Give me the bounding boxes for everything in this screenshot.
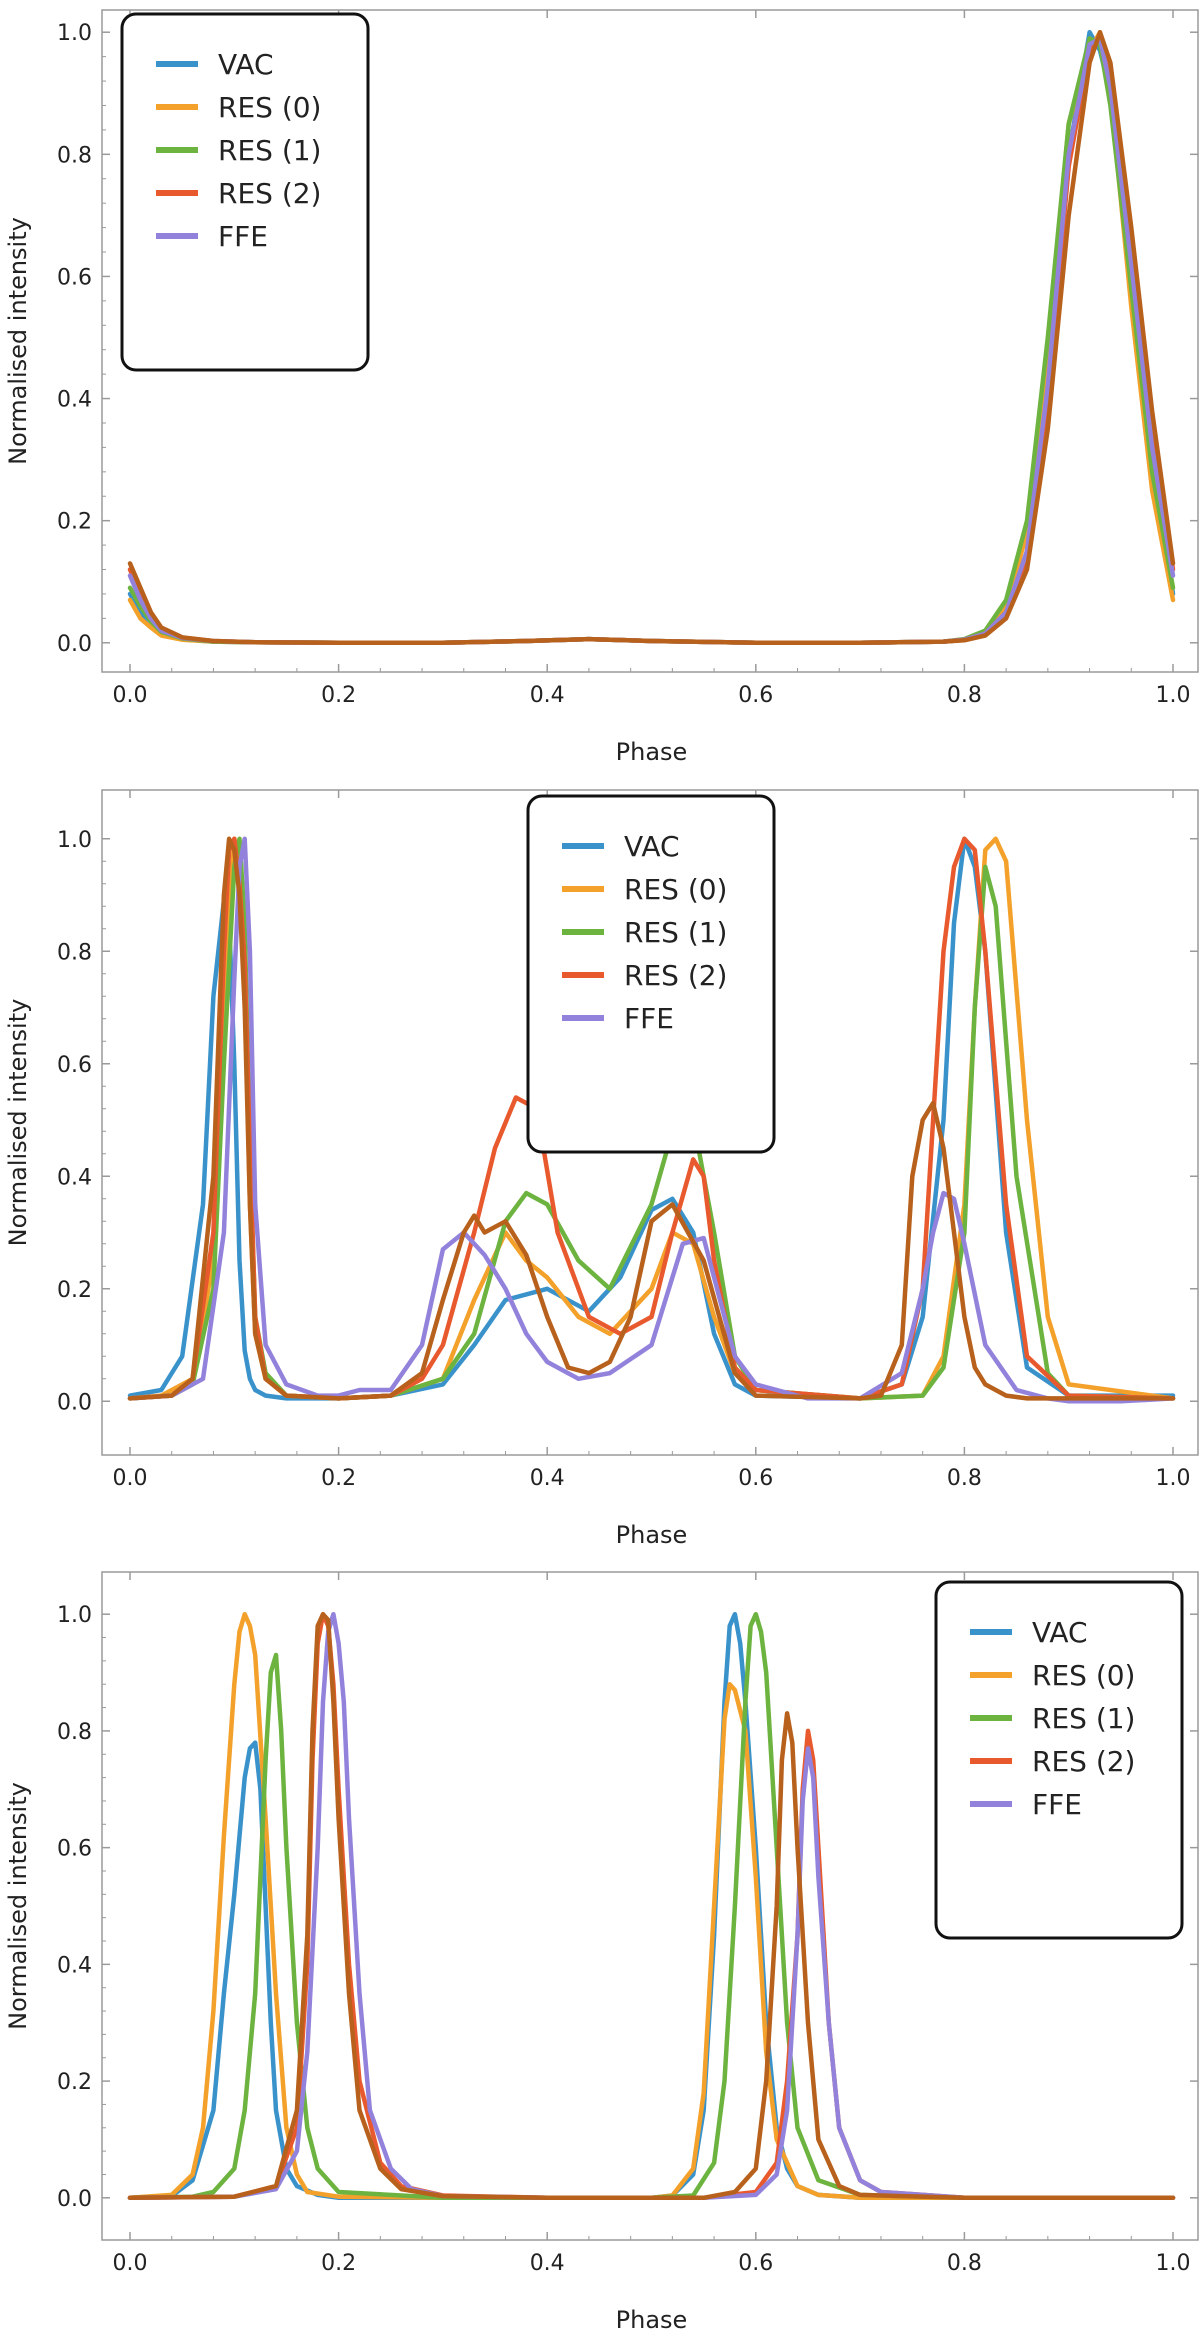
legend-label: VAC [624,830,680,863]
legend-label: FFE [1032,1788,1082,1821]
y-tick-label: 0.8 [57,1720,92,1745]
legend-label: RES (0) [1032,1659,1135,1692]
y-tick-label: 0.6 [57,1837,92,1862]
y-tick-label: 0.4 [57,1953,92,1978]
y-axis-label: Normalised intensity [4,1782,32,2030]
legend-box [934,1580,1184,1940]
x-tick-label: 0.0 [113,1466,148,1491]
x-tick-label: 0.6 [738,683,773,708]
series-lines [127,836,1176,1404]
legend-label: FFE [218,220,268,253]
y-axis-label: Normalised intensity [4,217,32,465]
x-tick-label: 1.0 [1156,2251,1191,2276]
legend-label: RES (1) [218,134,321,167]
x-tick-label: 0.0 [113,2251,148,2276]
x-tick-label: 1.0 [1156,683,1191,708]
y-tick-label: 1.0 [57,828,92,853]
y-tick-label: 1.0 [57,1603,92,1628]
y-tick-label: 0.0 [57,2187,92,2212]
series-line-extra [127,1611,1176,2201]
series-lines [127,1611,1176,2201]
x-tick-label: 0.4 [530,2251,565,2276]
x-tick-label: 0.2 [321,2251,356,2276]
x-tick-label: 0.8 [947,1466,982,1491]
series-lines [127,29,1176,646]
y-tick-label: 0.2 [57,2070,92,2095]
chart-panel-1: 0.0 0.2 0.4 0.6 0.8 1.0 0.0 0.2 0.4 0.6 0.8 1.0 Phas… [4,9,1199,766]
y-tick-label: 0.0 [57,1390,92,1415]
y-tick-label: 1.0 [57,21,92,46]
x-axis-label: Phase [616,1521,688,1549]
y-tick-label: 0.2 [57,1278,92,1303]
x-tick-label: 0.8 [947,683,982,708]
legend-label: RES (1) [1032,1702,1135,1735]
y-tick-label: 0.0 [57,632,92,657]
legend-label: RES (1) [624,916,727,949]
x-axis-label: Phase [616,2306,688,2334]
chart-panel-2: 0.0 0.2 0.4 0.6 0.8 1.0 0.0 0.2 0.4 0.6 0.8 1.0 Phas… [4,789,1199,1549]
series-line-ffe [127,836,1176,1404]
legend-box [120,12,370,372]
plot-frame [101,9,1199,673]
y-tick-label: 0.8 [57,143,92,168]
legend-label: FFE [624,1002,674,1035]
legend: VAC RES (0) RES (1) RES (2) FFE [120,12,370,372]
y-tick-label: 0.4 [57,388,92,413]
series-line-extra [127,29,1176,646]
x-tick-label: 0.8 [947,2251,982,2276]
legend-label: RES (2) [1032,1745,1135,1778]
plot-frame [101,789,1199,1456]
plot-frame [101,1571,1199,2241]
legend: VAC RES (0) RES (1) RES (2) FFE [934,1580,1184,1940]
x-tick-label: 0.0 [113,683,148,708]
legend-label: VAC [218,48,274,81]
chart-panel-3: 0.0 0.2 0.4 0.6 0.8 1.0 0.0 0.2 0.4 0.6 0.8 1.0 Phas… [4,1571,1199,2334]
y-tick-label: 0.8 [57,940,92,965]
legend-box [526,794,776,1154]
x-tick-label: 0.4 [530,1466,565,1491]
y-tick-label: 0.2 [57,510,92,535]
series-line-extra [127,836,1176,1401]
legend-label: RES (2) [624,959,727,992]
x-tick-label: 0.4 [530,683,565,708]
legend-label: RES (2) [218,177,321,210]
legend: VAC RES (0) RES (1) RES (2) FFE [526,794,776,1154]
x-tick-label: 0.2 [321,1466,356,1491]
y-tick-label: 0.6 [57,1053,92,1078]
y-tick-label: 0.6 [57,265,92,290]
legend-label: VAC [1032,1616,1088,1649]
x-axis-label: Phase [616,738,688,766]
x-tick-label: 0.2 [321,683,356,708]
x-tick-label: 1.0 [1156,1466,1191,1491]
x-tick-label: 0.6 [738,2251,773,2276]
legend-label: RES (0) [624,873,727,906]
x-tick-label: 0.6 [738,1466,773,1491]
y-tick-label: 0.4 [57,1165,92,1190]
y-axis-label: Normalised intensity [4,999,32,1247]
legend-label: RES (0) [218,91,321,124]
